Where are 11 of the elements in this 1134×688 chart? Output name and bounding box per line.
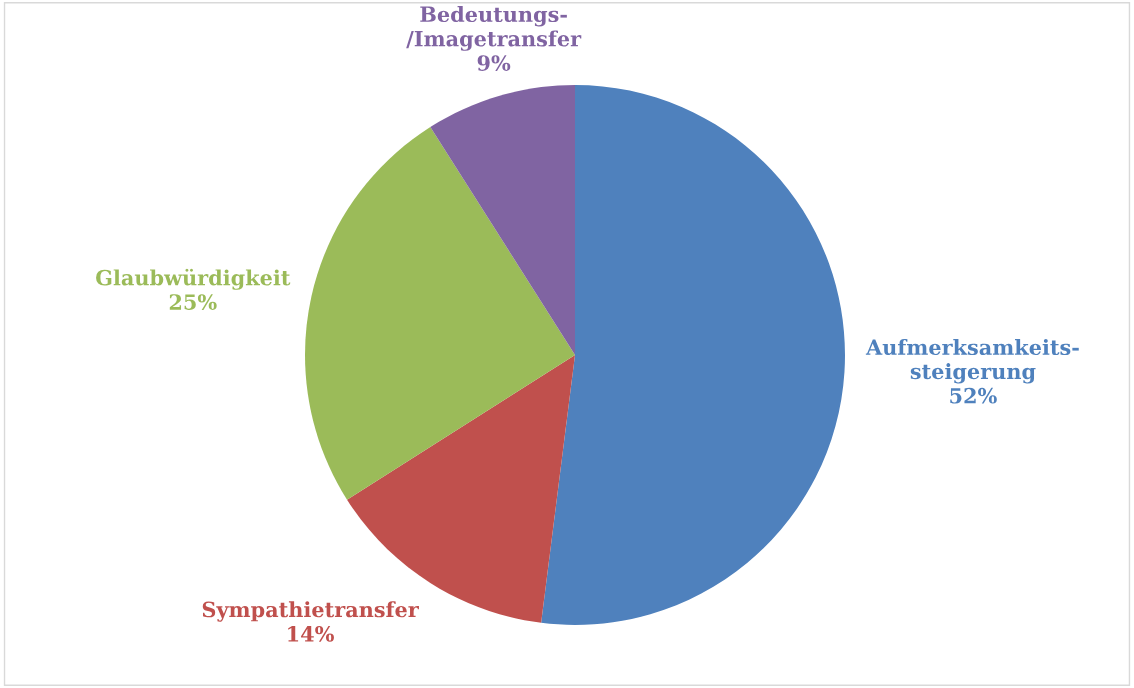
pie-slice <box>541 85 845 625</box>
slice-label: Bedeutungs- /Imagetransfer <box>406 5 582 51</box>
slice-label: Sympathietransfer <box>202 601 419 622</box>
data-label: 9% <box>477 55 511 71</box>
pie-slice <box>430 85 575 355</box>
data-label: 52% <box>950 387 997 404</box>
pie-slice <box>305 127 575 500</box>
data-label: 25% <box>169 294 217 310</box>
slice-label: Aufmerksamkeits- steigerung <box>865 338 1079 384</box>
data-label: 14% <box>288 625 334 642</box>
slice-label: Glaubwürdigkeit <box>96 268 291 290</box>
